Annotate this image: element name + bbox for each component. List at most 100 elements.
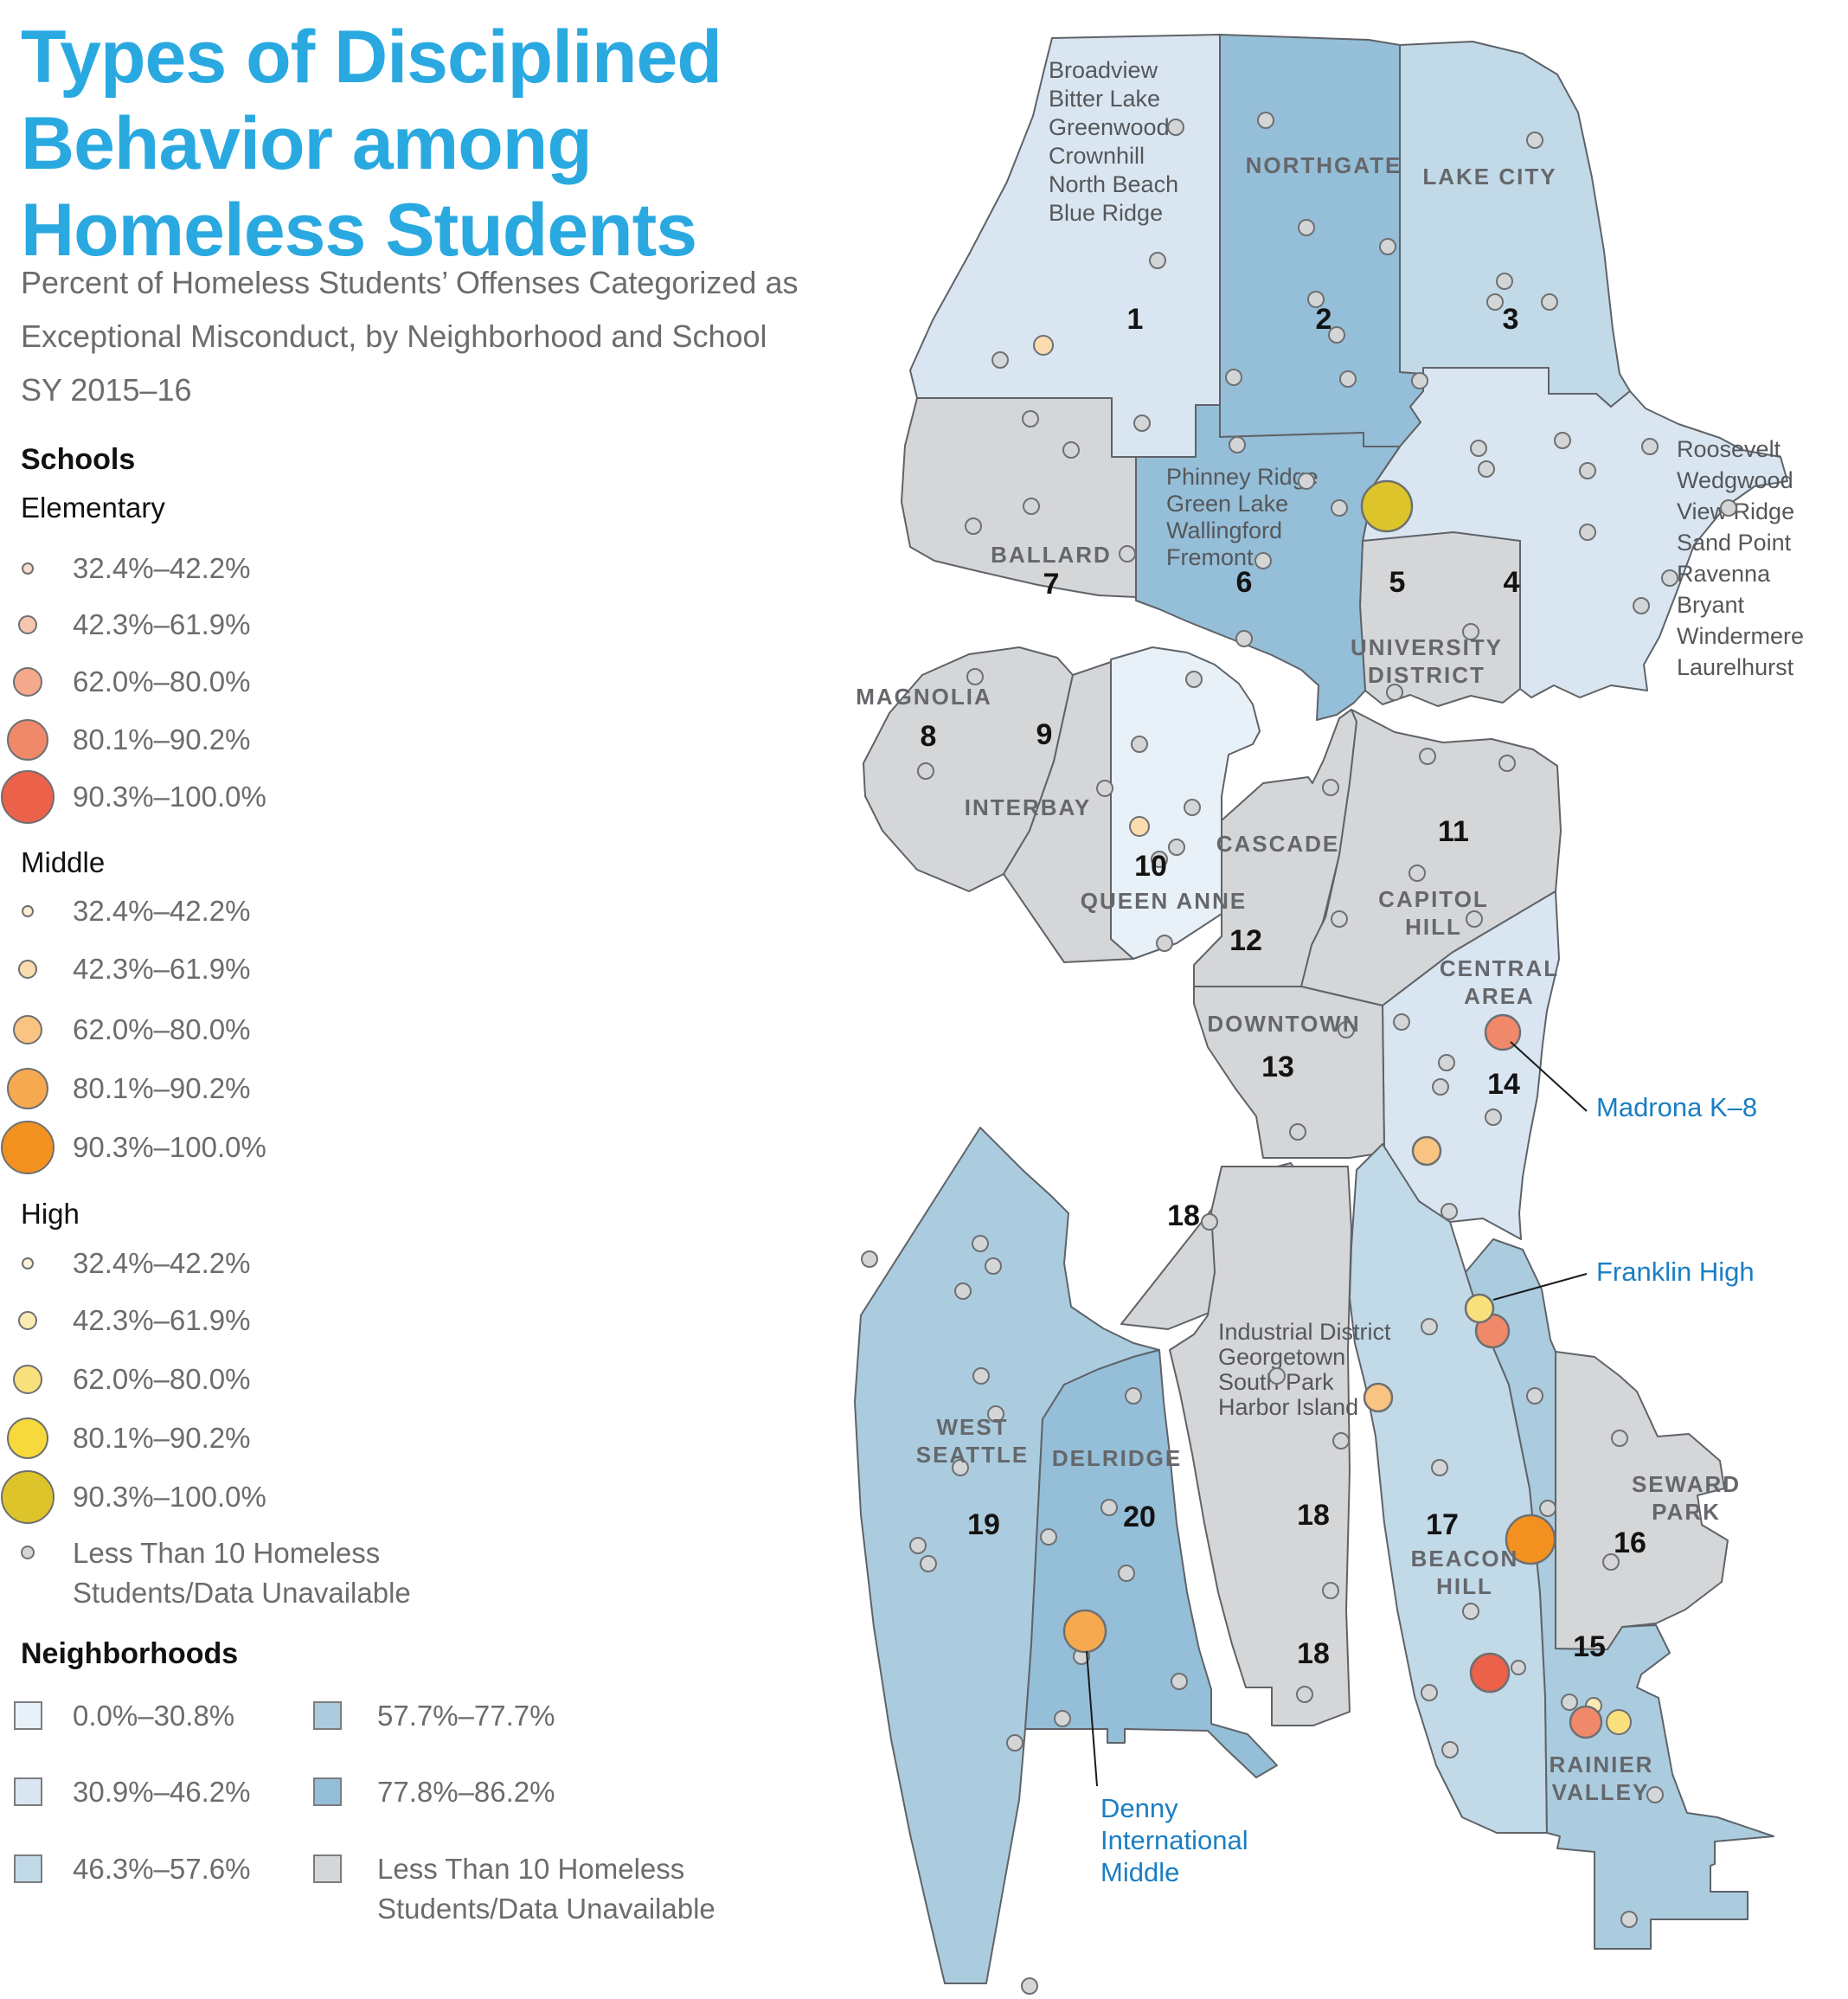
school-dot	[1062, 441, 1080, 459]
area-list-label: Windermere	[1677, 623, 1804, 649]
legend-group-middle: Middle	[21, 846, 106, 878]
school-dot	[1421, 1684, 1438, 1701]
region-name-label: HILL	[1405, 914, 1462, 940]
subtitle-line: Exceptional Misconduct, by Neighborhood …	[21, 318, 767, 354]
school-dot	[1466, 910, 1483, 928]
region-number-label: 4	[1504, 566, 1520, 599]
legend-neighborhood-label: 0.0%–30.8%	[73, 1700, 235, 1732]
school-dot	[1006, 1734, 1023, 1752]
legend-neighborhood-label: 57.7%–77.7%	[377, 1700, 555, 1732]
region-number-label: 2	[1316, 303, 1332, 336]
school-dot	[1431, 1459, 1448, 1476]
school-dot	[1393, 1013, 1410, 1031]
school-dot	[1539, 1500, 1556, 1517]
region-name-label: SEWARD	[1632, 1471, 1741, 1497]
legend-circle-high-1	[22, 1257, 34, 1269]
area-list-label: Bryant	[1677, 592, 1745, 618]
school-dot	[1411, 372, 1428, 389]
region-number-label: 20	[1123, 1501, 1156, 1533]
legend-range-label: 62.0%–80.0%	[73, 1013, 251, 1045]
school-dot	[1561, 1694, 1578, 1711]
region-name-label: LAKE CITY	[1422, 164, 1556, 190]
region-number-label: 14	[1487, 1068, 1520, 1101]
school-dot	[1441, 1203, 1458, 1220]
legend-circle-middle-5	[1, 1121, 55, 1174]
school-dot	[1485, 1109, 1502, 1126]
school-dot	[1021, 1977, 1038, 1995]
school-dot	[1421, 1318, 1438, 1335]
page-subtitle: Percent of Homeless Students’ Offenses C…	[21, 256, 798, 417]
callout-label-franklin-high: Franklin High	[1596, 1257, 1755, 1287]
school-dot	[1119, 545, 1136, 562]
legend-neighborhood-label: 77.8%–86.2%	[377, 1776, 555, 1808]
school-dot	[1408, 865, 1426, 882]
region-name-label: CAPITOL	[1378, 886, 1489, 912]
legend-square-2	[14, 1777, 42, 1806]
school-dot	[1268, 1367, 1286, 1385]
school-dot	[1225, 369, 1242, 386]
callout-leader-denny-international-middle	[1086, 1650, 1098, 1787]
school-dot	[1096, 780, 1113, 797]
school-dot	[1438, 1054, 1455, 1071]
region-georgetown-south-park-18	[1169, 1166, 1352, 1726]
region-name-label: PARK	[1652, 1499, 1721, 1525]
area-list-label: Harbor Island	[1218, 1394, 1358, 1420]
legend-range-label: 32.4%–42.2%	[73, 895, 251, 927]
legend-range-label: 62.0%–80.0%	[73, 665, 251, 697]
legend-square-3	[14, 1854, 42, 1883]
area-list-label: Greenwood	[1049, 114, 1170, 140]
region-name-label: CASCADE	[1216, 831, 1340, 857]
region-name-label: QUEEN ANNE	[1081, 888, 1247, 914]
school-dot	[1620, 1911, 1638, 1928]
area-list-label: Fremont	[1166, 544, 1254, 570]
school-dot	[1633, 597, 1650, 614]
school-dot	[1125, 1387, 1142, 1404]
legend-range-label: 42.3%–61.9%	[73, 953, 251, 985]
region-name-label: BEACON	[1411, 1546, 1519, 1572]
school-madrona-k8	[1484, 1013, 1522, 1051]
school-dot	[909, 1537, 927, 1554]
school-dot	[1289, 1123, 1306, 1141]
area-list-label: Roosevelt	[1677, 436, 1781, 462]
callout-label-denny-international-middle: Denny	[1100, 1793, 1178, 1823]
legend-range-label: 32.4%–42.2%	[73, 1247, 251, 1279]
callout-label-madrona-k8: Madrona K–8	[1596, 1092, 1757, 1122]
school-dot	[1526, 132, 1543, 149]
school-dot	[1432, 1078, 1449, 1096]
legend-circle-middle-2	[18, 960, 37, 979]
school-dot	[1462, 623, 1479, 640]
school-dot	[1363, 1382, 1394, 1413]
school-dot	[1100, 1499, 1118, 1516]
region-name-label: BALLARD	[991, 542, 1112, 568]
legend-circle-elementary-4	[7, 719, 48, 761]
legend-circle-unavailable	[21, 1546, 35, 1559]
area-list-label: Bitter Lake	[1049, 86, 1160, 112]
school-dot	[1720, 499, 1737, 517]
school-dot	[1298, 472, 1315, 490]
school-dot	[1339, 370, 1357, 388]
school-dot	[917, 762, 934, 780]
school-dot	[1411, 1135, 1442, 1167]
region-name-label: DELRIDGE	[1052, 1445, 1182, 1471]
region-number-label: 19	[967, 1508, 1000, 1541]
area-list-label: Broadview	[1049, 57, 1158, 83]
school-dot	[1023, 498, 1040, 515]
region-northeast-seattle-4	[1362, 367, 1788, 698]
school-dot	[1386, 684, 1403, 701]
region-number-label: 18	[1297, 1499, 1330, 1532]
school-dot	[1322, 1582, 1339, 1599]
legend-circle-high-2	[18, 1311, 37, 1330]
school-dot	[1641, 438, 1659, 455]
legend-schools-header: Schools	[21, 443, 136, 476]
region-number-label: 7	[1043, 568, 1060, 601]
school-dot	[1469, 1652, 1511, 1694]
school-dot	[985, 1257, 1002, 1275]
callout-leader-madrona-k8	[1510, 1041, 1588, 1112]
school-dot	[1185, 671, 1203, 688]
area-list-label: Blue Ridge	[1049, 200, 1163, 226]
title-line: Homeless Students	[21, 189, 697, 272]
region-name-label: UNIVERSITY	[1351, 634, 1503, 660]
school-dot	[1541, 293, 1558, 311]
region-name-label: DOWNTOWN	[1207, 1011, 1360, 1037]
region-number-label: 5	[1389, 566, 1406, 599]
